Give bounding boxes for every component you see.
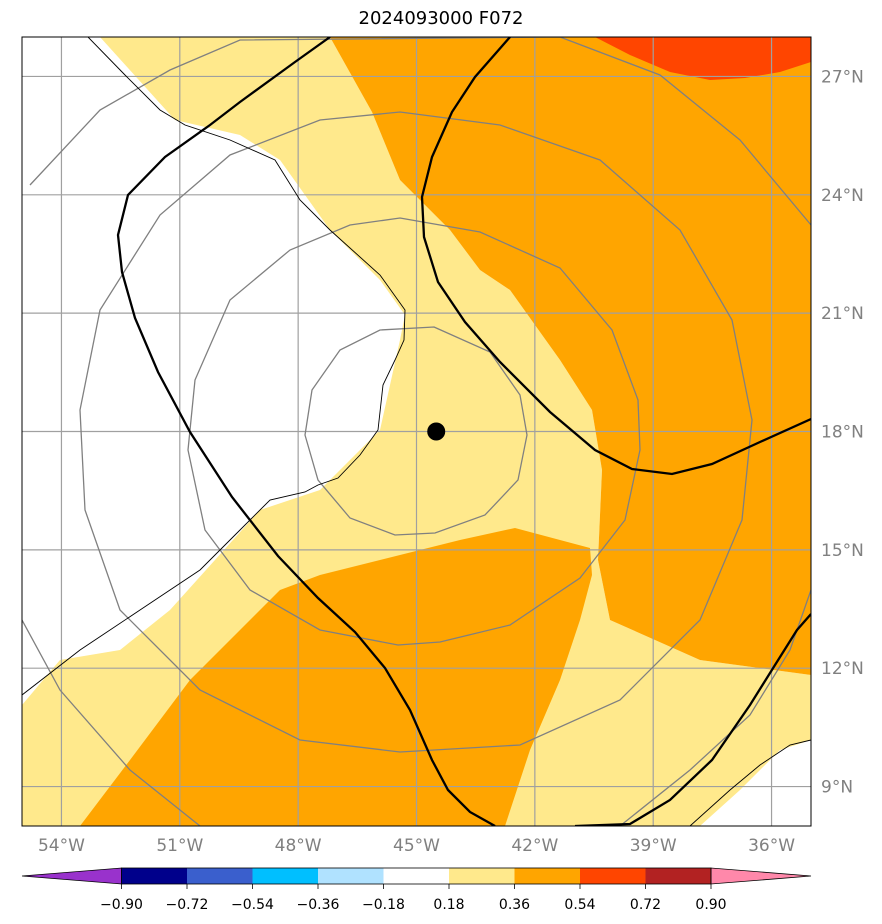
lat-tick-label: 15°N xyxy=(821,541,864,561)
colorbar-tick-label: −0.18 xyxy=(362,897,405,913)
lon-tick-label: 39°W xyxy=(630,836,677,856)
colorbar-frame xyxy=(121,867,712,885)
colorbar-tick-label: −0.54 xyxy=(231,897,274,913)
lat-tick-label: 24°N xyxy=(821,186,864,206)
contour-line-southeast xyxy=(574,613,811,826)
lon-tick-label: 51°W xyxy=(156,836,203,856)
lon-tick-label: 45°W xyxy=(393,836,440,856)
map-frame xyxy=(21,36,812,827)
field-white-pocket xyxy=(700,740,811,826)
colorbar-swatch xyxy=(645,868,711,884)
lat-tick-label: 21°N xyxy=(821,304,864,324)
range-ring-2 xyxy=(187,217,641,646)
range-ring-5 xyxy=(22,619,201,826)
colorbar-tick-label: −0.72 xyxy=(166,897,209,913)
lon-tick-label: 54°W xyxy=(38,836,85,856)
latitude-labels: 27°N 24°N 21°N 18°N 15°N 12°N 9°N xyxy=(821,67,864,797)
colorbar-tick-label: 0.54 xyxy=(564,897,595,913)
range-ring-3 xyxy=(79,111,753,753)
thin-boundary-lines xyxy=(22,37,811,826)
colorbar-extend-high xyxy=(710,867,812,885)
storm-center-marker xyxy=(427,422,446,441)
gridlines xyxy=(22,37,811,826)
lat-tick-label: 27°N xyxy=(821,67,864,87)
colorbar-swatch xyxy=(121,868,187,884)
boundary-line-east xyxy=(689,739,811,826)
colorbar-tick-label: −0.90 xyxy=(100,897,143,913)
longitude-labels: 54°W 51°W 48°W 45°W 42°W 39°W 36°W xyxy=(38,836,795,856)
contour-lines xyxy=(116,37,811,826)
field-orange-upper xyxy=(250,37,811,675)
range-ring-4 xyxy=(29,37,811,226)
lat-tick-label: 12°N xyxy=(821,659,864,679)
colorbar xyxy=(21,867,812,885)
colorbar-swatch xyxy=(318,868,384,884)
map-area xyxy=(22,37,811,826)
lon-tick-label: 36°W xyxy=(748,836,795,856)
colorbar-tick-label: 0.90 xyxy=(695,897,726,913)
colorbar-extend-low xyxy=(21,867,122,885)
contour-line-east xyxy=(420,37,811,476)
colorbar-tick-label: 0.18 xyxy=(433,897,464,913)
colorbar-tick-label: −0.36 xyxy=(297,897,340,913)
range-ring-1 xyxy=(304,326,528,536)
contour-line-west xyxy=(116,37,496,826)
colorbar-labels: −0.90 −0.72 −0.54 −0.36 −0.18 0.18 0.36 0.54 0.7… xyxy=(100,884,727,913)
colorbar-tick-label: 0.36 xyxy=(499,897,530,913)
lat-tick-label: 18°N xyxy=(821,423,864,443)
colorbar-swatch xyxy=(252,868,318,884)
chart-title: 2024093000 F072 xyxy=(358,8,524,29)
field-red-region xyxy=(595,37,811,80)
field-orange-lower xyxy=(80,528,592,826)
lon-tick-label: 42°W xyxy=(511,836,558,856)
lat-tick-label: 9°N xyxy=(821,778,853,798)
lon-tick-label: 48°W xyxy=(275,836,322,856)
colorbar-swatch xyxy=(580,868,646,884)
colorbar-tick-label: 0.72 xyxy=(630,897,661,913)
colorbar-swatch xyxy=(383,868,449,884)
colorbar-swatch xyxy=(514,868,580,884)
boundary-line-west xyxy=(22,37,406,696)
colorbar-swatch xyxy=(449,868,515,884)
colorbar-swatch xyxy=(187,868,253,884)
